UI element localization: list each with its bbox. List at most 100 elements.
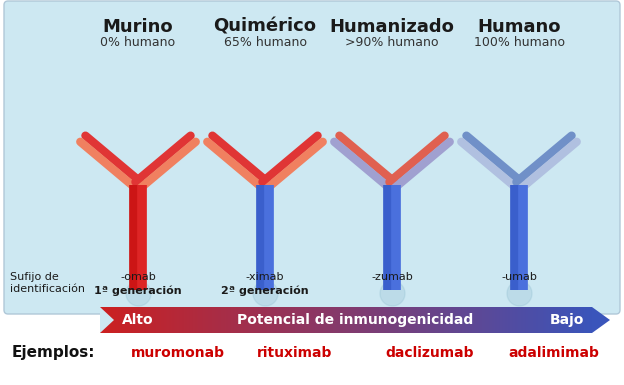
Polygon shape	[351, 307, 353, 333]
Polygon shape	[266, 307, 267, 333]
Polygon shape	[376, 307, 377, 333]
Polygon shape	[134, 307, 136, 333]
Polygon shape	[295, 307, 297, 333]
Polygon shape	[236, 307, 238, 333]
Polygon shape	[369, 307, 371, 333]
Polygon shape	[207, 307, 208, 333]
Polygon shape	[530, 307, 531, 333]
Polygon shape	[531, 307, 533, 333]
Polygon shape	[108, 307, 110, 333]
Polygon shape	[456, 307, 457, 333]
Polygon shape	[130, 307, 131, 333]
Polygon shape	[382, 307, 384, 333]
Polygon shape	[390, 307, 392, 333]
Text: muromonab: muromonab	[131, 346, 225, 360]
Text: 2ª generación: 2ª generación	[221, 285, 309, 296]
Text: daclizumab: daclizumab	[386, 346, 474, 360]
Polygon shape	[161, 307, 162, 333]
Text: Murino: Murino	[103, 18, 173, 36]
Polygon shape	[290, 307, 292, 333]
Polygon shape	[528, 307, 530, 333]
Polygon shape	[572, 307, 574, 333]
Polygon shape	[394, 307, 395, 333]
Polygon shape	[504, 307, 505, 333]
Polygon shape	[319, 307, 321, 333]
Polygon shape	[175, 307, 177, 333]
Polygon shape	[271, 307, 272, 333]
Polygon shape	[587, 307, 588, 333]
Polygon shape	[423, 307, 425, 333]
Polygon shape	[264, 307, 266, 333]
Polygon shape	[548, 307, 549, 333]
Polygon shape	[115, 307, 117, 333]
Polygon shape	[241, 307, 243, 333]
Polygon shape	[540, 307, 541, 333]
Polygon shape	[182, 307, 183, 333]
Polygon shape	[418, 307, 420, 333]
Polygon shape	[310, 307, 311, 333]
Polygon shape	[232, 307, 233, 333]
Polygon shape	[254, 307, 256, 333]
Polygon shape	[527, 307, 528, 333]
Polygon shape	[368, 307, 369, 333]
Polygon shape	[112, 307, 113, 333]
Polygon shape	[220, 307, 222, 333]
Polygon shape	[366, 307, 368, 333]
Polygon shape	[118, 307, 120, 333]
Polygon shape	[590, 307, 592, 333]
Text: -ximab: -ximab	[246, 272, 285, 282]
Polygon shape	[117, 307, 118, 333]
Polygon shape	[497, 307, 499, 333]
Polygon shape	[353, 307, 354, 333]
Polygon shape	[407, 307, 408, 333]
Polygon shape	[188, 307, 190, 333]
Polygon shape	[243, 307, 245, 333]
Polygon shape	[190, 307, 192, 333]
Polygon shape	[426, 307, 428, 333]
Polygon shape	[240, 307, 241, 333]
Polygon shape	[230, 307, 232, 333]
Polygon shape	[215, 307, 217, 333]
Polygon shape	[402, 307, 403, 333]
Text: adalimimab: adalimimab	[509, 346, 600, 360]
Polygon shape	[436, 307, 438, 333]
Polygon shape	[256, 307, 258, 333]
Polygon shape	[128, 307, 130, 333]
Polygon shape	[287, 307, 288, 333]
Polygon shape	[443, 307, 444, 333]
Polygon shape	[489, 307, 490, 333]
Polygon shape	[210, 307, 212, 333]
Polygon shape	[514, 307, 515, 333]
Polygon shape	[259, 307, 261, 333]
Text: -omab: -omab	[120, 272, 156, 282]
Polygon shape	[535, 307, 536, 333]
Polygon shape	[149, 307, 151, 333]
Polygon shape	[505, 307, 507, 333]
Polygon shape	[292, 307, 293, 333]
Polygon shape	[227, 307, 228, 333]
Text: rituximab: rituximab	[257, 346, 333, 360]
Polygon shape	[131, 307, 133, 333]
Text: Humano: Humano	[477, 18, 561, 36]
Polygon shape	[151, 307, 152, 333]
Polygon shape	[441, 307, 443, 333]
Polygon shape	[444, 307, 446, 333]
Polygon shape	[386, 307, 387, 333]
Polygon shape	[571, 307, 572, 333]
Polygon shape	[541, 307, 543, 333]
Polygon shape	[464, 307, 466, 333]
Polygon shape	[533, 307, 535, 333]
Polygon shape	[569, 307, 571, 333]
Polygon shape	[303, 307, 305, 333]
Polygon shape	[512, 307, 514, 333]
Polygon shape	[490, 307, 492, 333]
Polygon shape	[487, 307, 489, 333]
Polygon shape	[494, 307, 495, 333]
Text: Bajo: Bajo	[550, 313, 584, 327]
Polygon shape	[152, 307, 154, 333]
Polygon shape	[559, 307, 561, 333]
Polygon shape	[438, 307, 439, 333]
Polygon shape	[554, 307, 556, 333]
Polygon shape	[546, 307, 548, 333]
Polygon shape	[395, 307, 397, 333]
